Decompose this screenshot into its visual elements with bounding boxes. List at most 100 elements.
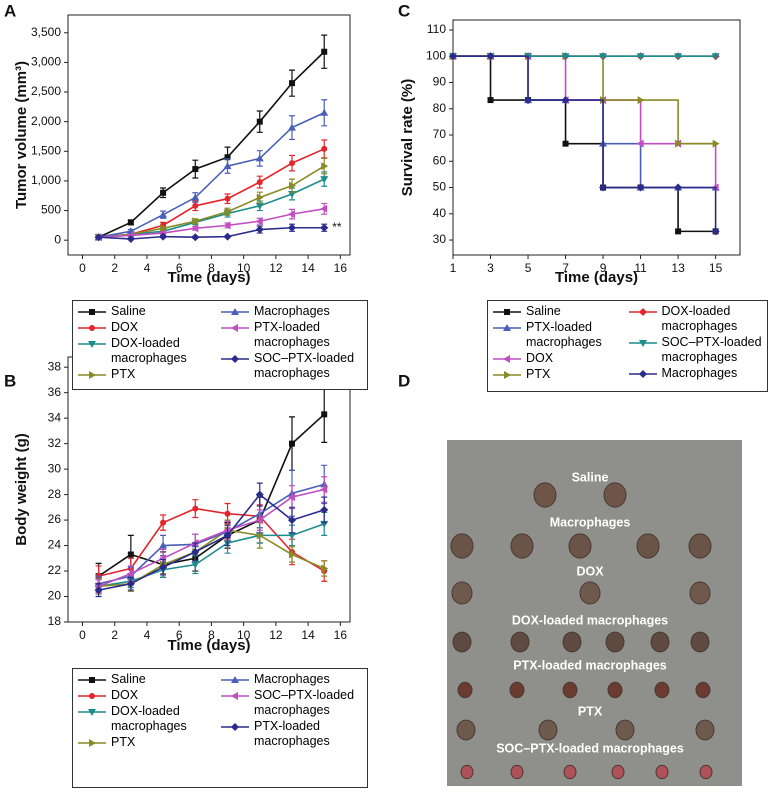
tumor [603,482,627,508]
legend-marker [638,340,647,347]
legend-swatch [221,308,249,315]
legend-swatch [78,709,106,716]
marker [599,53,608,61]
legend-swatch [221,324,249,332]
y-tick-label: 30 [48,461,62,475]
marker [126,569,134,578]
marker [192,505,199,512]
x-tick-label: 3 [487,261,494,275]
tumor [450,533,474,559]
marker [524,96,533,105]
x-axis-title: Time (days) [555,269,638,286]
legend-marker [231,355,239,363]
legend-item: SOC–PTX-loaded macrophages [628,335,764,365]
marker [191,224,199,233]
y-tick-label: 100 [426,48,446,62]
legend-label: Macrophages [254,672,330,686]
marker [159,232,168,241]
legend-item: DOX [492,351,628,366]
x-tick-label: 6 [176,628,183,642]
y-tick-label: 2,000 [31,114,61,128]
photo-label: Saline [572,470,609,484]
legend-item: Saline [77,304,220,319]
marker [160,519,167,526]
tumor [650,631,670,653]
x-tick-label: 15 [709,261,723,275]
tumor [695,719,715,741]
legend-swatch [221,676,249,683]
marker [127,219,134,226]
y-tick-label: 0 [54,232,61,246]
legend-swatch [493,309,521,315]
tumor [655,764,669,780]
legend-label: DOX-loaded macrophages [661,304,738,333]
series-line [98,413,325,577]
legend-marker [503,355,510,363]
legend-label: SOC–PTX-loaded macrophages [254,351,355,380]
x-tick-label: 14 [301,628,315,642]
x-tick-label: 10 [237,628,251,642]
panel-letter: D [398,371,410,390]
legend-column: Saline DOX DOX-loaded macrophages PTX [77,672,220,784]
legend-marker [89,693,95,699]
marker [255,516,263,525]
legend-item: DOX [77,688,220,703]
legend-column: Macrophages SOC–PTX-loaded macrophages PTX… [220,672,363,784]
marker [255,225,264,234]
y-tick-label: 80 [433,101,447,115]
y-tick-label: 20 [48,589,62,603]
tumor [605,631,625,653]
series-line [453,55,716,189]
x-tick-label: 4 [144,628,151,642]
legend-label: Macrophages [661,366,738,380]
x-tick-label: 9 [600,261,607,275]
tumor [457,681,473,699]
x-tick-label: 8 [208,261,215,275]
photo-background [447,440,742,786]
marker [599,183,608,192]
legend-item: DOX-loaded macrophages [77,336,220,366]
tumor [562,681,578,699]
marker [561,96,570,105]
marker [192,202,199,209]
legend-swatch [628,370,657,378]
marker [191,233,200,242]
marker [223,232,232,241]
marker [287,532,296,540]
legend-label: DOX-loaded macrophages [111,336,187,365]
y-tick-label: 2,500 [31,84,61,98]
legend-label: DOX [111,320,139,334]
series-line [98,226,325,240]
tumor [509,681,525,699]
legend-item: Saline [492,304,628,319]
x-tick-label: 10 [237,261,251,275]
marker [711,53,720,61]
tumor [607,681,623,699]
marker [224,207,232,216]
legend-marker [88,341,96,348]
marker [127,551,134,558]
tumor [510,764,524,780]
x-tick-label: 1 [450,261,457,275]
photo-label: DOX-loaded macrophages [512,613,668,627]
marker [712,139,720,148]
x-tick-label: 0 [79,628,86,642]
y-tick-label: 24 [48,538,62,552]
x-tick-label: 16 [334,628,348,642]
marker [255,217,263,226]
y-tick-label: 22 [48,563,62,577]
legend-label: DOX [526,351,554,365]
x-tick-label: 13 [671,261,685,275]
legend-marker [89,325,95,331]
legend-swatch [78,693,106,699]
series-line [453,55,717,188]
marker [191,547,200,556]
tumor [689,581,711,605]
photo-label: PTX [578,704,603,718]
y-tick-label: 34 [48,410,62,424]
tumor [690,631,710,653]
marker [126,235,135,243]
plot-frame [67,14,351,256]
marker [159,554,167,563]
